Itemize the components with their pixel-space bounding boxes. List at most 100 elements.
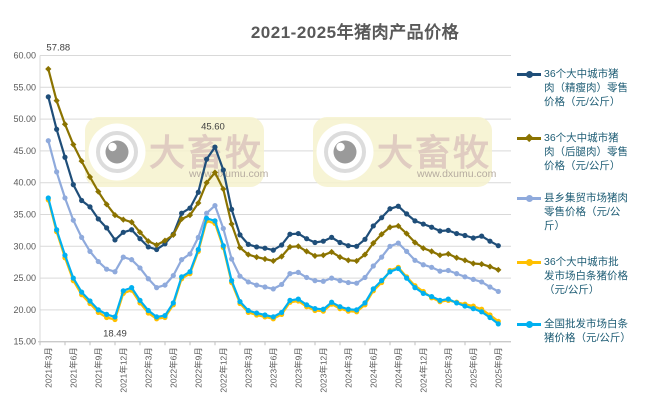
series-marker-2: [120, 254, 126, 260]
series-marker-2: [479, 279, 485, 285]
series-marker-4: [379, 278, 385, 284]
series-marker-1: [203, 179, 210, 186]
series-marker-2: [362, 274, 368, 281]
series-marker-0: [129, 227, 135, 233]
series-marker-2: [112, 269, 118, 275]
chart-title: 2021-2025年猪肉产品价格: [250, 23, 460, 42]
series-marker-0: [404, 211, 410, 217]
series-marker-1: [53, 97, 60, 104]
series-marker-4: [487, 314, 493, 321]
legend-marker: [525, 258, 533, 266]
x-axis-label: 2024年6月: [368, 347, 378, 388]
series-marker-2: [320, 278, 326, 284]
series-marker-2: [337, 278, 343, 284]
series-marker-0: [279, 242, 285, 248]
series-marker-0: [487, 238, 493, 244]
series-marker-0: [62, 154, 68, 160]
series-marker-2: [437, 268, 443, 274]
series-marker-4: [187, 269, 193, 275]
series-marker-4: [320, 306, 326, 312]
series-marker-4: [179, 274, 185, 280]
series-marker-4: [237, 299, 243, 305]
x-axis-label: 2025年6月: [468, 347, 478, 388]
series-marker-0: [195, 189, 201, 195]
series-marker-0: [212, 144, 218, 150]
data-label: 45.60: [201, 122, 225, 133]
series-marker-0: [254, 244, 260, 250]
watermark-brand: 大畜牧: [377, 132, 491, 173]
series-marker-2: [279, 281, 285, 288]
series-marker-1: [445, 250, 452, 258]
series-marker-0: [79, 197, 85, 204]
legend-key-icon: [517, 255, 541, 269]
series-marker-4: [195, 246, 201, 253]
legend-item-3: 36个大中城市批发市场白条猪价格（元/公斤）: [517, 255, 628, 297]
series-marker-4: [154, 314, 160, 320]
y-axis-label: 15.00: [13, 337, 36, 347]
series-marker-0: [229, 206, 235, 213]
series-marker-1: [78, 157, 85, 165]
series-marker-4: [279, 309, 285, 316]
series-marker-1: [470, 260, 477, 267]
series-marker-4: [270, 314, 276, 320]
series-marker-2: [129, 257, 135, 263]
x-axis-label: 2022年12月: [218, 347, 228, 392]
series-marker-1: [120, 216, 127, 223]
series-marker-2: [454, 271, 460, 277]
y-axis-label: 25.00: [13, 273, 36, 283]
series-marker-2: [420, 262, 426, 268]
series-marker-0: [262, 245, 268, 251]
series-marker-4: [420, 290, 426, 296]
series-marker-4: [129, 285, 135, 291]
series-marker-4: [370, 286, 376, 292]
series-marker-2: [462, 274, 468, 280]
series-marker-1: [170, 231, 177, 238]
series-marker-2: [370, 263, 376, 269]
x-axis-label: 2023年9月: [293, 347, 303, 388]
series-marker-1: [236, 244, 244, 251]
series-marker-2: [387, 243, 393, 249]
series-marker-1: [311, 252, 319, 259]
series-marker-2: [212, 202, 218, 209]
y-axis-label: 55.00: [13, 82, 36, 92]
series-marker-2: [245, 279, 251, 285]
series-marker-0: [120, 229, 126, 235]
series-marker-2: [354, 280, 360, 286]
series-marker-0: [204, 156, 210, 162]
series-marker-1: [111, 212, 119, 219]
series-marker-4: [145, 307, 151, 314]
series-marker-2: [179, 257, 185, 263]
data-label: 18.49: [103, 329, 127, 340]
series-marker-4: [212, 218, 218, 224]
series-marker-1: [278, 253, 285, 260]
legend-item-0: 36个大中城市猪肉（精瘦肉）零售价格（元/公斤）: [517, 67, 628, 109]
series-marker-2: [445, 267, 451, 274]
series-marker-1: [345, 257, 352, 264]
x-axis-label: 2024年9月: [393, 347, 403, 388]
series-marker-0: [270, 247, 276, 253]
series-marker-4: [87, 298, 93, 304]
series-marker-4: [112, 314, 118, 320]
legend-item-4: 全国批发市场白条猪价格（元/公斤）: [517, 317, 631, 345]
series-marker-1: [145, 238, 152, 245]
series-marker-1: [353, 257, 360, 265]
series-marker-0: [220, 167, 226, 173]
series-marker-0: [104, 225, 110, 231]
series-marker-0: [445, 227, 451, 233]
series-marker-2: [87, 248, 93, 254]
x-axis-label: 2022年3月: [143, 347, 153, 388]
series-marker-2: [270, 286, 276, 292]
series-marker-1: [195, 199, 202, 207]
series-marker-4: [354, 307, 360, 313]
series-marker-2: [187, 251, 193, 257]
series-marker-2: [79, 234, 85, 240]
series-marker-1: [61, 121, 69, 128]
legend-key-icon: [517, 131, 541, 145]
series-marker-4: [445, 296, 451, 302]
series-marker-4: [45, 195, 51, 201]
series-marker-1: [286, 243, 294, 251]
series-marker-4: [120, 288, 126, 294]
series-marker-0: [70, 182, 76, 188]
series-marker-2: [204, 210, 210, 216]
